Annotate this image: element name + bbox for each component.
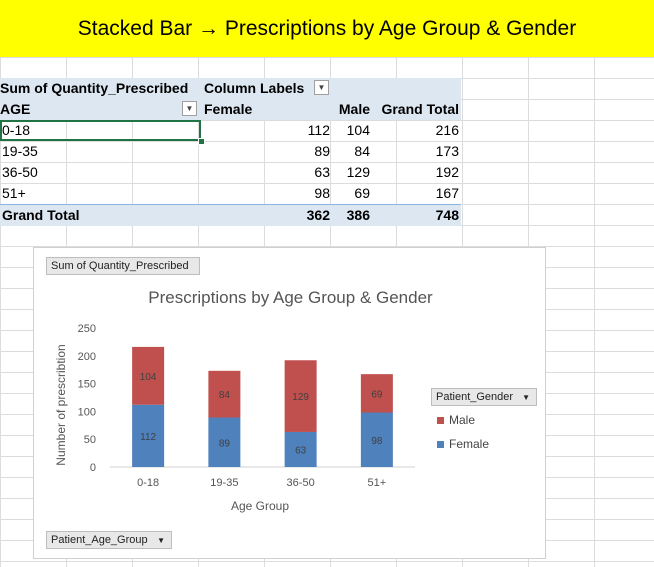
pivot-chart[interactable]: Sum of Quantity_Prescribed Prescriptions… <box>33 247 546 559</box>
value-field-button[interactable]: Sum of Quantity_Prescribed <box>46 257 200 275</box>
row-label[interactable]: 19-35 <box>2 143 38 159</box>
data-label: 69 <box>371 389 383 400</box>
table-row: 19-35 89 84 173 <box>0 141 461 162</box>
grand-female-value[interactable]: 362 <box>306 207 330 223</box>
total-value[interactable]: 216 <box>435 122 459 138</box>
table-row: 51+ 98 69 167 <box>0 183 461 204</box>
legend-item-female[interactable]: Female <box>437 437 489 451</box>
chart-title[interactable]: Prescriptions by Age Group & Gender <box>148 288 433 307</box>
y-tick-label: 0 <box>90 462 96 474</box>
y-axis-title: Number of prescribtion <box>54 344 68 465</box>
grand-total-row: Grand Total 362 386 748 <box>0 204 461 226</box>
y-tick-label: 200 <box>78 351 96 363</box>
bar-male-0-18[interactable] <box>132 346 165 405</box>
title-banner[interactable]: Stacked Bar → Prescriptions by Age Group… <box>0 0 654 57</box>
bar-male-36-50[interactable] <box>284 360 317 432</box>
legend-label-female: Female <box>449 437 490 451</box>
x-tick-label: 51+ <box>368 477 387 489</box>
column-labels-filter-dropdown[interactable]: ▼ <box>314 80 329 95</box>
y-tick-label: 250 <box>78 323 96 335</box>
col-header-grand-total[interactable]: Grand Total <box>381 101 459 117</box>
legend-item-male[interactable]: Male <box>437 413 475 427</box>
x-axis-title: Age Group <box>231 499 289 513</box>
row-header-age[interactable]: AGE <box>0 101 31 117</box>
legend-field-button[interactable]: Patient_Gender ▼ <box>431 388 537 406</box>
legend-swatch-female <box>437 441 444 449</box>
column-labels-header[interactable]: Column Labels <box>204 80 305 96</box>
total-value[interactable]: 173 <box>435 143 459 159</box>
bar-male-19-35[interactable] <box>208 370 241 418</box>
x-tick-label: 0-18 <box>137 477 159 489</box>
male-value[interactable]: 129 <box>346 164 370 180</box>
pivot-header-row-1: Sum of Quantity_Prescribed Column Labels… <box>0 78 461 99</box>
axis-field-label: Patient_Age_Group <box>51 534 148 546</box>
chart-plot-area: 0 50 100 150 200 250 112 104 89 84 63 129 98 69 0-18… <box>54 323 415 513</box>
female-value[interactable]: 63 <box>314 164 330 180</box>
table-row: 36-50 63 129 192 <box>0 162 461 183</box>
banner-title: Stacked Bar → Prescriptions by Age Group… <box>77 16 577 40</box>
data-label: 112 <box>140 432 156 443</box>
female-value[interactable]: 98 <box>314 185 330 201</box>
male-value[interactable]: 69 <box>354 185 370 201</box>
value-field-label[interactable]: Sum of Quantity_Prescribed <box>0 80 189 96</box>
data-label: 98 <box>371 436 383 447</box>
male-value[interactable]: 84 <box>354 143 370 159</box>
bar-female-51+[interactable] <box>360 412 393 467</box>
legend-swatch-male <box>437 417 444 425</box>
grand-total-value[interactable]: 748 <box>435 207 459 223</box>
active-cell-selection <box>0 120 201 141</box>
row-labels-filter-dropdown[interactable]: ▼ <box>182 101 197 116</box>
chevron-down-icon: ▼ <box>157 536 165 545</box>
row-label[interactable]: 51+ <box>2 185 26 201</box>
axis-field-button[interactable]: Patient_Age_Group ▼ <box>46 531 172 549</box>
grand-total-label[interactable]: Grand Total <box>2 207 80 223</box>
female-value[interactable]: 112 <box>307 122 330 138</box>
bar-female-36-50[interactable] <box>284 431 317 467</box>
x-tick-label: 19-35 <box>210 477 238 489</box>
data-label: 129 <box>292 392 309 403</box>
y-tick-label: 150 <box>78 379 96 391</box>
row-label[interactable]: 36-50 <box>2 164 38 180</box>
grand-male-value[interactable]: 386 <box>346 207 370 223</box>
y-tick-label: 50 <box>84 434 96 446</box>
legend-label-male: Male <box>449 413 476 427</box>
bar-female-0-18[interactable] <box>132 404 165 467</box>
x-tick-label: 36-50 <box>287 477 315 489</box>
chevron-down-icon: ▼ <box>522 393 530 402</box>
bar-male-51+[interactable] <box>360 374 393 413</box>
data-label: 89 <box>219 438 231 449</box>
total-value[interactable]: 167 <box>435 185 459 201</box>
pivot-header-row-2: AGE ▼ Female Male Grand Total <box>0 99 461 120</box>
col-header-male[interactable]: Male <box>338 101 370 117</box>
table-row: 0-18 112 104 216 <box>0 120 461 141</box>
row-label[interactable]: 0-18 <box>2 122 31 138</box>
bar-female-19-35[interactable] <box>208 417 241 467</box>
legend-field-label: Patient_Gender <box>436 391 514 403</box>
data-label: 63 <box>295 445 307 456</box>
y-tick-label: 100 <box>78 406 96 418</box>
female-value[interactable]: 89 <box>314 143 330 159</box>
col-header-female[interactable]: Female <box>204 101 253 117</box>
male-value[interactable]: 104 <box>346 122 370 138</box>
fill-handle[interactable] <box>198 138 205 145</box>
data-label: 84 <box>219 390 231 401</box>
total-value[interactable]: 192 <box>435 164 459 180</box>
data-label: 104 <box>140 372 157 383</box>
